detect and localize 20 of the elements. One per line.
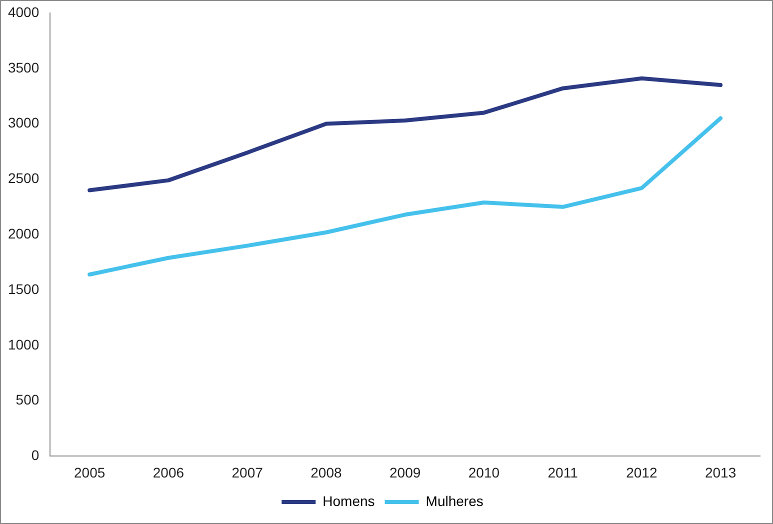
y-tick-label: 3000 — [8, 114, 40, 131]
y-tick-label: 0 — [31, 447, 40, 464]
y-tick-label: 1000 — [8, 336, 40, 352]
x-tick-label: 2009 — [389, 464, 421, 480]
y-tick-label: 4000 — [8, 4, 40, 20]
legend-label: Homens — [322, 492, 375, 509]
x-tick-label: 2005 — [74, 464, 106, 480]
x-tick-label: 2012 — [626, 464, 658, 480]
y-tick-label: 2000 — [8, 225, 40, 242]
y-tick-label: 3500 — [8, 59, 40, 76]
y-tick-label: 2500 — [8, 170, 40, 186]
legend-label: Mulheres — [426, 492, 484, 509]
x-tick-label: 2010 — [468, 464, 500, 480]
x-tick-label: 2008 — [310, 464, 342, 480]
x-tick-label: 2006 — [152, 464, 184, 480]
y-tick-label: 500 — [16, 392, 40, 408]
x-tick-label: 2011 — [548, 464, 578, 480]
x-tick-label: 2013 — [704, 464, 736, 480]
x-tick-label: 2007 — [232, 464, 264, 480]
y-tick-label: 1500 — [8, 280, 40, 297]
